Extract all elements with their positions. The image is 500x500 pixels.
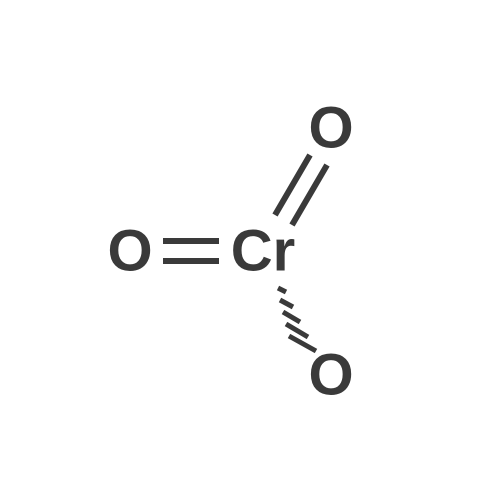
atom-o2: O (308, 95, 353, 162)
atom-o1: O (107, 218, 152, 285)
atom-o3: O (308, 342, 353, 409)
atom-cr: Cr (231, 218, 295, 285)
bond-cr-o2 (275, 155, 327, 225)
bond-o1-cr (163, 241, 219, 261)
